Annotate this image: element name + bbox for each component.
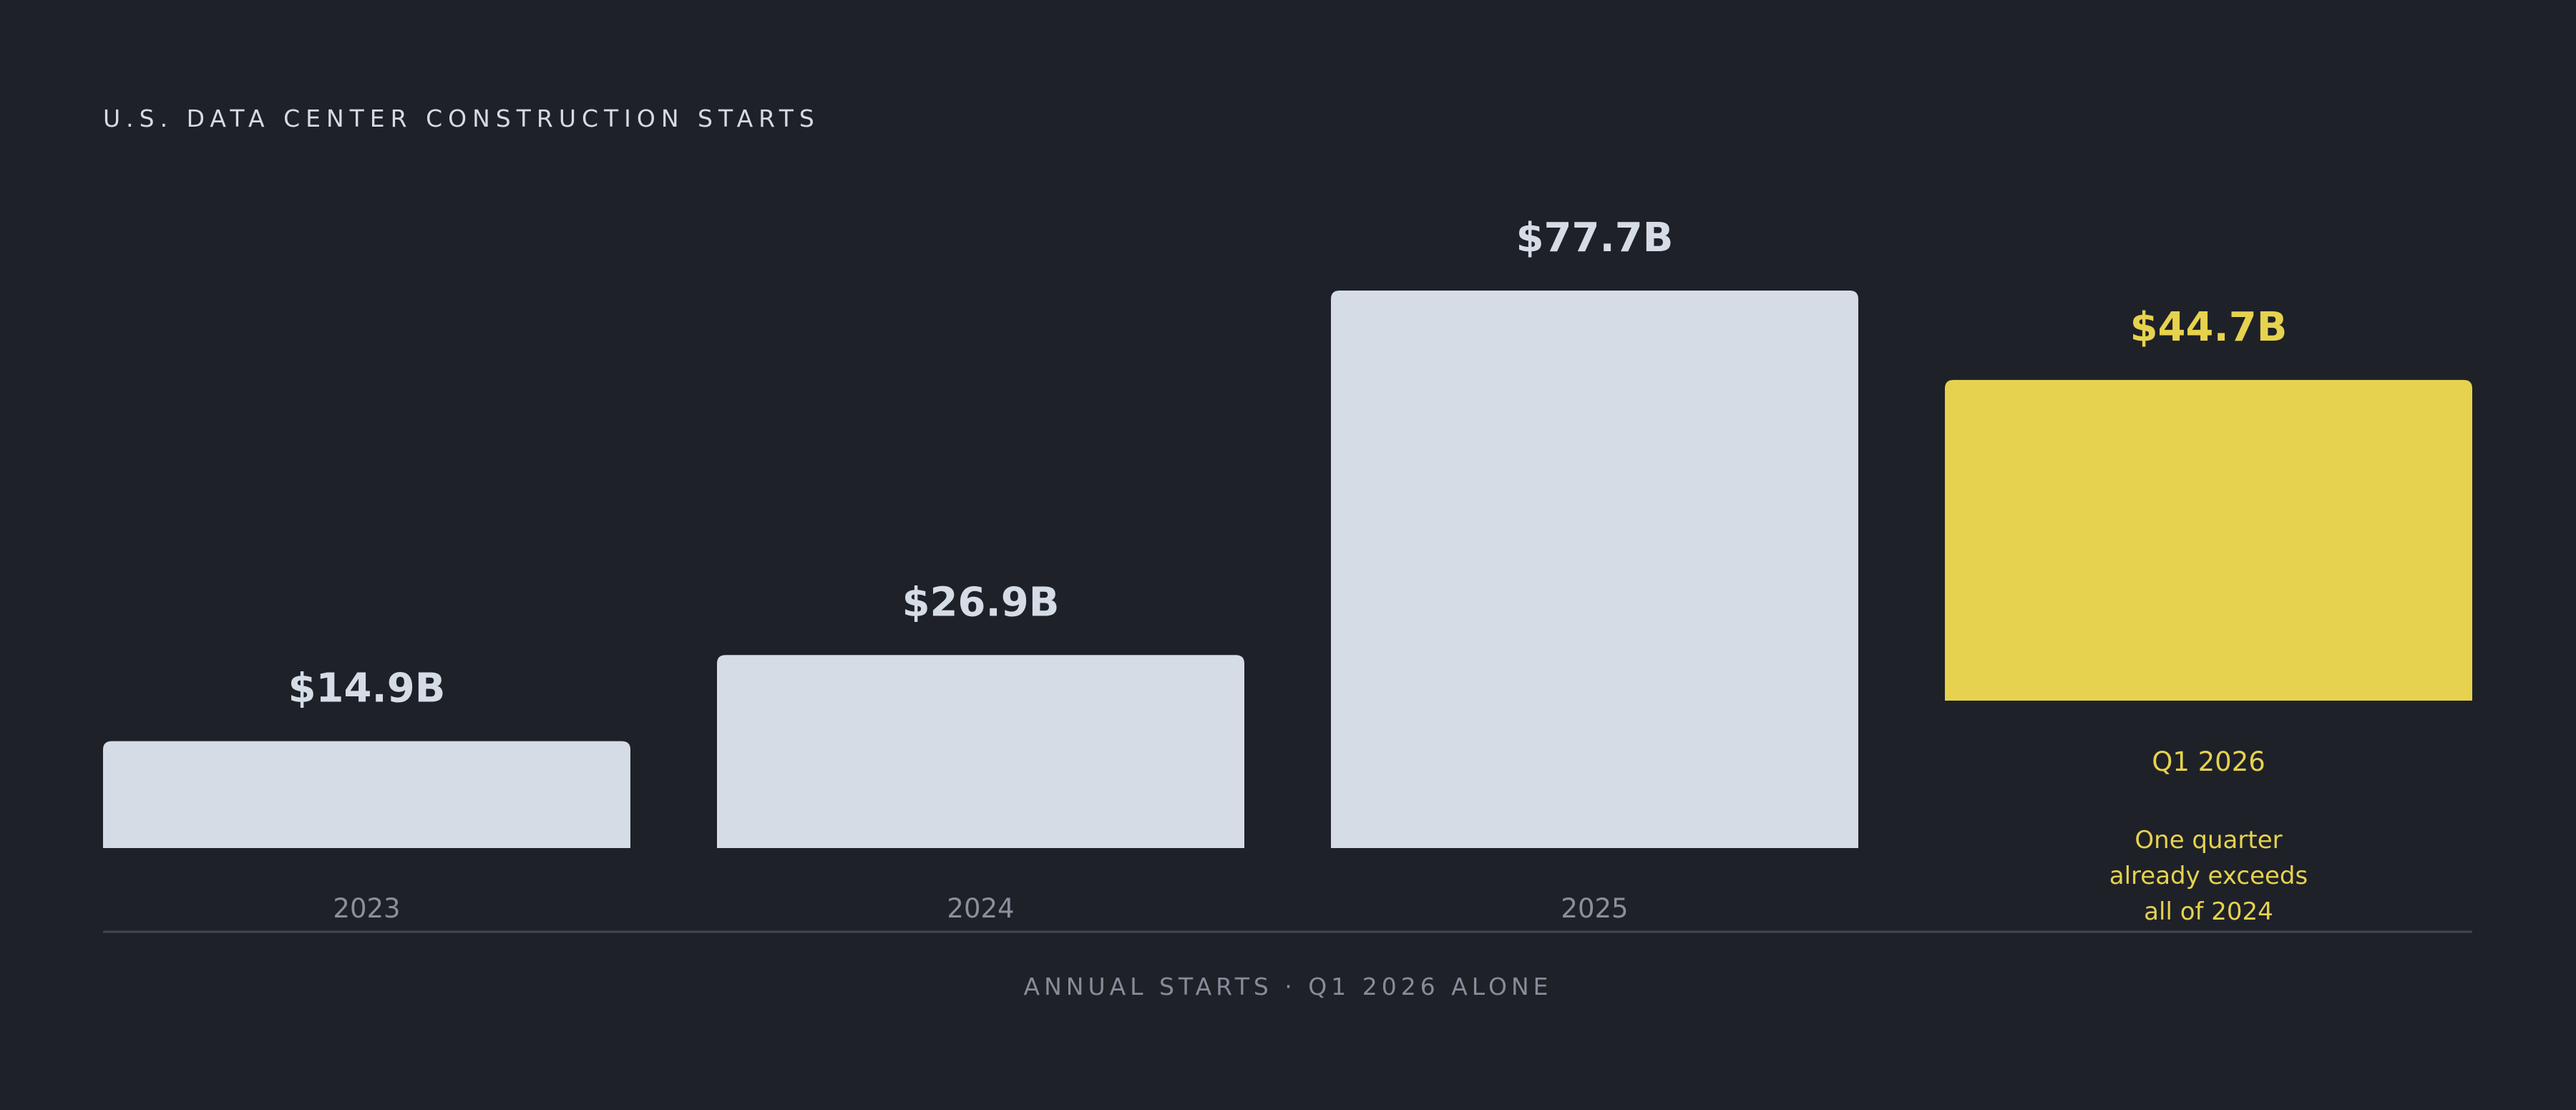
highlight-note-line: already exceeds: [2109, 862, 2308, 890]
chart-title: U.S. DATA CENTER CONSTRUCTION STARTS: [103, 104, 820, 132]
bar-value-label: $14.9B: [288, 666, 446, 712]
bar: [1331, 291, 1858, 848]
bar: [103, 741, 630, 848]
bar-value-label: $44.7B: [2130, 304, 2288, 351]
category-label: 2024: [947, 893, 1014, 924]
bar-highlight: [1945, 379, 2472, 701]
bar-value-label: $77.7B: [1516, 215, 1674, 261]
highlight-note-line: all of 2024: [2144, 897, 2273, 926]
category-label: 2025: [1561, 893, 1628, 924]
bar-value-label: $26.9B: [902, 579, 1060, 625]
bar: [717, 655, 1244, 848]
category-label: Q1 2026: [2152, 746, 2265, 777]
highlight-note-line: One quarter: [2135, 826, 2282, 855]
category-label: 2023: [333, 893, 400, 924]
chart-footer: ANNUAL STARTS · Q1 2026 ALONE: [1023, 973, 1553, 1001]
